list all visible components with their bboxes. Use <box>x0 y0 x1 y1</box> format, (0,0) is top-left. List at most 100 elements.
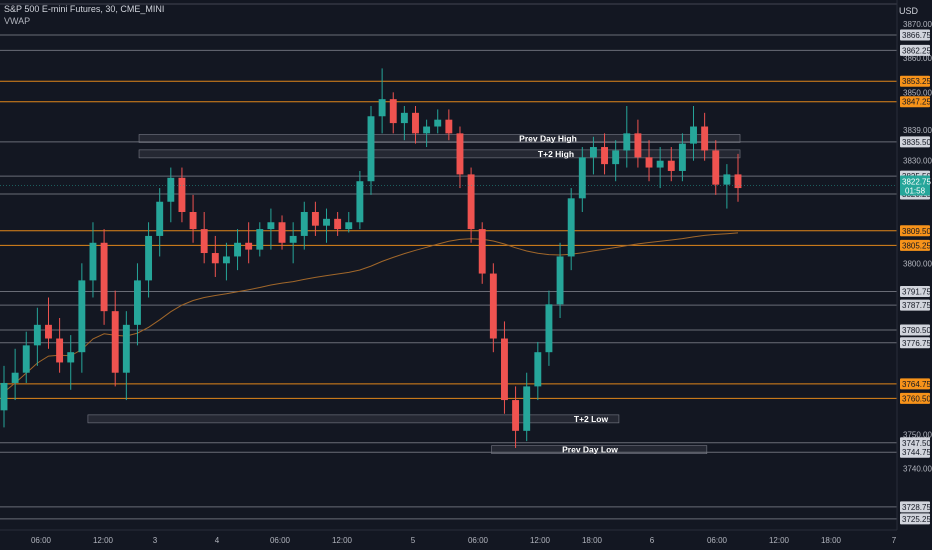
candle-body <box>678 143 686 171</box>
level-price-box <box>900 501 930 513</box>
level-price-label: 3809.50 <box>902 227 931 236</box>
annotation-label: Prev Day Low <box>562 445 618 455</box>
level-price-label: 3747.50 <box>902 439 931 448</box>
candle-body <box>300 212 308 236</box>
candle-body <box>56 338 64 363</box>
candle-body <box>567 198 575 257</box>
candle-body <box>356 181 364 223</box>
level-price-box <box>900 225 930 237</box>
level-price-label: 3744.75 <box>902 448 931 457</box>
candle-body <box>589 147 597 158</box>
level-price-label: 3853.25 <box>902 77 931 86</box>
level-price-box <box>900 136 930 148</box>
candle-body <box>0 382 8 411</box>
x-tick-label: 18:00 <box>582 536 603 545</box>
candle-body <box>11 372 19 383</box>
candle-body <box>334 218 342 230</box>
annotation-box <box>138 134 741 143</box>
candle-body <box>612 150 620 165</box>
candle-body <box>100 242 108 312</box>
candle-body <box>256 229 264 250</box>
annotation-box <box>491 445 708 454</box>
level-price-label: 3728.75 <box>902 503 931 512</box>
y-tick-label: 3830.00 <box>903 157 932 166</box>
x-tick-label: 4 <box>215 536 220 545</box>
candle-body <box>623 133 631 151</box>
last-price-box <box>900 175 930 196</box>
level-price-label: 3866.75 <box>902 31 931 40</box>
candle-body <box>601 147 608 165</box>
candle-body <box>222 256 230 264</box>
level-price-label: 3787.75 <box>902 301 931 310</box>
candle-body <box>211 253 219 264</box>
x-tick-label: 06:00 <box>707 536 728 545</box>
level-price-box <box>900 44 930 56</box>
x-tick-label: 12:00 <box>530 536 551 545</box>
candle-body <box>22 345 30 373</box>
level-price-box <box>900 96 930 108</box>
level-price-label: 3780.50 <box>902 326 931 335</box>
x-tick-label: 12:00 <box>769 536 790 545</box>
level-price-label: 3805.25 <box>902 241 931 250</box>
candle-body <box>578 157 586 199</box>
x-tick-label: 18:00 <box>821 536 842 545</box>
candles <box>0 68 742 448</box>
candle-body <box>111 311 119 373</box>
level-price-label: 3847.25 <box>902 98 931 107</box>
candle-body <box>78 280 86 353</box>
candle-body <box>512 400 520 431</box>
candle-body <box>145 235 153 281</box>
candle-body <box>134 280 141 325</box>
candle-body <box>289 235 297 243</box>
level-price-box <box>900 29 930 41</box>
currency-label[interactable]: USD <box>898 6 918 16</box>
candle-body <box>412 112 419 134</box>
candle-body <box>501 338 508 401</box>
symbol-title[interactable]: S&P 500 E-mini Futures, 30, CME_MINI <box>4 4 165 14</box>
level-price-label: 3725.25 <box>902 515 931 524</box>
level-price-label: 3835.50 <box>902 138 931 147</box>
annotation-box <box>138 149 741 159</box>
candle-body <box>234 242 241 257</box>
x-tick-label: 06:00 <box>270 536 291 545</box>
candle-body <box>423 126 431 134</box>
candle-body <box>156 201 164 236</box>
x-tick-label: 12:00 <box>93 536 114 545</box>
candle-body <box>434 119 442 127</box>
price-axis[interactable]: 3740.00 3750.00 3800.00 3830.00 3839.00 3850.… <box>900 20 932 525</box>
time-axis[interactable]: 06:00 12:00 3 4 06:00 12:00 5 06:00 12:00 18:00 6 0… <box>31 536 897 545</box>
candle-body <box>545 304 553 353</box>
candle-body <box>667 160 675 171</box>
candle-body <box>45 324 52 339</box>
candle-body <box>523 386 531 431</box>
last-price-countdown: 01:58 <box>905 187 926 196</box>
candle-body <box>378 99 386 117</box>
candle-body <box>267 222 275 230</box>
candle-body <box>33 324 41 346</box>
level-price-label: 3776.75 <box>902 339 931 348</box>
x-tick-label: 12:00 <box>332 536 353 545</box>
candle-body <box>445 119 453 134</box>
candle-body <box>67 352 75 363</box>
level-price-box <box>900 337 930 349</box>
candle-body <box>311 212 319 226</box>
y-tick-label: 3839.00 <box>903 126 932 135</box>
candle-body <box>734 174 742 189</box>
candle-body <box>701 126 709 151</box>
candle-body <box>167 177 175 202</box>
level-price-box <box>900 446 930 458</box>
x-tick-label: 3 <box>153 536 158 545</box>
y-tick-label: 3870.00 <box>903 20 932 29</box>
level-price-label: 3862.25 <box>902 46 931 55</box>
level-price-box <box>900 286 930 297</box>
level-price-box <box>900 239 930 251</box>
candle-body <box>556 256 564 305</box>
level-price-label: 3764.75 <box>902 380 931 389</box>
indicator-label[interactable]: VWAP <box>4 16 31 26</box>
candle-body <box>534 352 542 387</box>
y-tick-label: 3800.00 <box>903 259 932 268</box>
level-price-label: 3760.50 <box>902 394 931 403</box>
